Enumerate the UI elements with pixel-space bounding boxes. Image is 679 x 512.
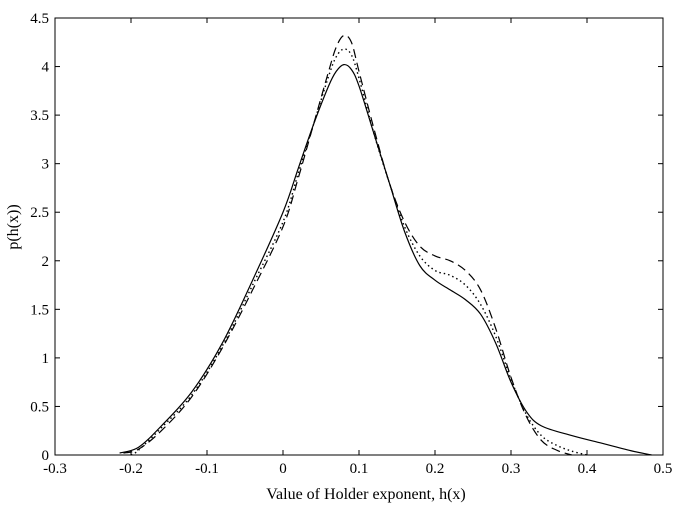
y-tick-label: 1: [42, 351, 50, 367]
y-tick-label: 4: [42, 60, 50, 76]
axis-ticks: -0.3 -0.2 -0.1 0 0.1 0.2 0.3 0.4 0.5 0 0.5 1 1.5 2 2.5…: [30, 11, 672, 477]
x-axis-label: Value of Holder exponent, h(x): [266, 486, 466, 503]
y-tick-label: 0.5: [30, 399, 49, 415]
y-tick-label: 2: [42, 254, 50, 270]
x-tick-label: 0.2: [426, 461, 445, 477]
plot-area-border: [54, 17, 664, 456]
y-tick-label: 2.5: [30, 205, 49, 221]
series-layer: [119, 34, 652, 456]
y-tick-label: 3: [42, 157, 50, 173]
series-line-dotted: [130, 48, 588, 456]
y-axis-label: p(h(x)): [5, 204, 22, 249]
y-tick-label: 1.5: [30, 302, 49, 318]
x-tick-label: 0.3: [502, 461, 521, 477]
plot-frame: [54, 17, 664, 456]
y-tick-label: 3.5: [30, 108, 49, 124]
y-tick-label: 0: [42, 448, 50, 464]
x-tick-label: 0.5: [654, 461, 673, 477]
x-tick-label: -0.2: [119, 461, 143, 477]
x-tick-label: 0.4: [578, 461, 597, 477]
x-tick-label: -0.3: [43, 461, 67, 477]
x-tick-label: 0.1: [350, 461, 369, 477]
x-tick-label: 0: [279, 461, 287, 477]
x-tick-label: -0.1: [195, 461, 219, 477]
series-line-dashed: [123, 34, 572, 456]
y-tick-label: 4.5: [30, 11, 49, 27]
